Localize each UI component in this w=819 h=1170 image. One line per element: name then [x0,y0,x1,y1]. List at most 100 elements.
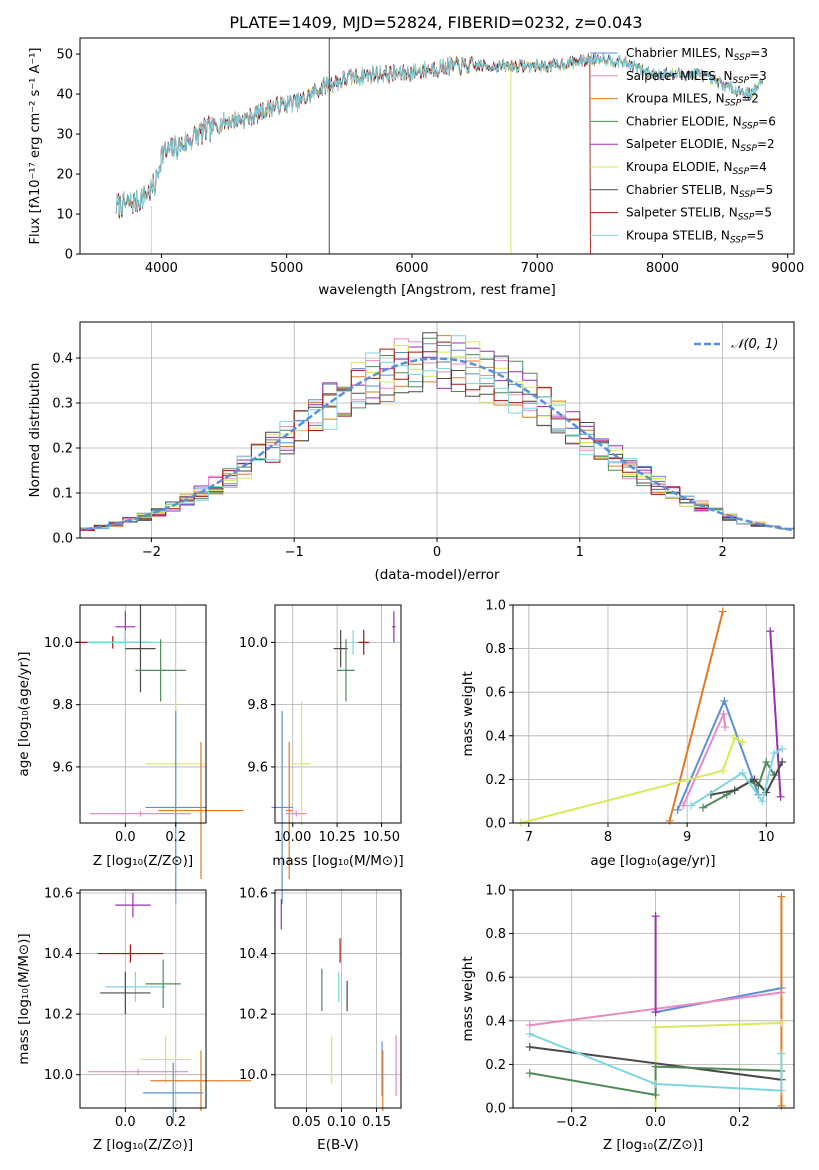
mass-vs-ebv-frame [274,889,402,1109]
weight-line [520,736,743,824]
figure-title: PLATE=1409, MJD=52824, FIBERID=0232, z=0… [229,13,642,32]
weight-vs-age-panel: 7 8 9 10 0.0 0.2 0.4 0.6 0.8 1.0 age [log₁₀(age/y… [460,599,795,869]
y-tick-label: 0.1 [52,487,73,502]
legend-label: Kroupa MILES, NSSP=2 [626,92,759,109]
y-tick-label: 40 [56,88,73,103]
y-tick-label: 10.0 [44,636,73,651]
x-tick-label: 0.2 [165,830,186,845]
age-vs-z-frame [79,604,207,824]
y-tick-label: 10.6 [44,887,73,902]
x-tick-label: 0.15 [362,1115,391,1130]
y-tick-label: 0.4 [52,352,73,367]
y-tick-label: 0.8 [485,642,506,657]
weight-vs-z-ylabel: mass weight [460,956,476,1041]
x-tick-label: 4000 [145,261,178,276]
y-tick-label: 9.8 [247,698,268,713]
x-tick-label: 7 [525,830,533,845]
mass-vs-z-points [87,893,252,1124]
y-tick-label: 0.6 [485,686,506,701]
spectrum-xlabel: wavelength [Angstrom, rest frame] [318,282,556,298]
weight-vs-z-lines [525,892,786,1112]
mass-vs-z-xlabel: Z [log₁₀(Z/Z⊙)] [93,1137,193,1153]
x-tick-label: 0.0 [115,830,136,845]
x-tick-label: 0.10 [327,1115,356,1130]
x-tick-label: 1 [576,545,584,560]
weight-vs-age-ticks: 7 8 9 10 0.0 0.2 0.4 0.6 0.8 1.0 [485,599,774,846]
legend-label: Kroupa STELIB, NSSP=5 [626,228,764,245]
y-tick-label: 10.0 [44,1068,73,1083]
weight-line [702,759,776,809]
x-tick-label: −1 [285,545,304,560]
spectrum-ylabel: Flux [fλ10⁻¹⁷ erg cm⁻² s⁻¹ A⁻¹] [28,48,43,245]
spectrum-panel: 4000 5000 6000 7000 8000 9000 0 10 20 30 40 50 wave… [28,37,804,298]
age-vs-mass-ticks: 10.00 10.25 10.50 9.6 9.8 10.0 [239,636,400,845]
gaussian-curve [80,357,794,532]
age-vs-z-ticks: 0.0 0.2 9.6 9.8 10.0 [44,636,186,845]
y-tick-label: 0.4 [485,729,506,744]
weight-line [682,710,727,807]
spectrum-ticks: 4000 5000 6000 7000 8000 9000 0 10 20 30 40 50 [56,48,804,277]
mass-vs-ebv-points [280,899,397,1112]
age-vs-mass-xlabel: mass [log₁₀(M/M⊙)] [272,853,403,869]
y-tick-label: 9.8 [52,698,73,713]
y-tick-label: 10.2 [239,1008,268,1023]
y-tick-label: 0.6 [485,971,506,986]
spectrum-legend: Chabrier MILES, NSSP=3 Salpeter MILES, NS… [590,46,776,245]
y-tick-label: 0.0 [485,1102,506,1117]
x-tick-label: 0.0 [115,1115,136,1130]
x-tick-label: 0.0 [645,1115,666,1130]
legend-label: Kroupa ELODIE, NSSP=4 [626,160,767,177]
x-tick-label: 0.2 [729,1115,750,1130]
spectrum-lines [115,38,764,254]
age-vs-z-grid [80,605,206,823]
legend-label: Salpeter ELODIE, NSSP=2 [626,137,775,154]
x-tick-label: 0 [433,545,441,560]
x-tick-label: 5000 [270,261,303,276]
legend-label: Chabrier STELIB, NSSP=5 [626,183,773,200]
weight-vs-z-xlabel: Z [log₁₀(Z/Z⊙)] [603,1137,703,1153]
age-vs-mass-frame [274,604,402,824]
y-tick-label: 0.8 [485,927,506,942]
spectrum-frame [79,37,795,255]
y-tick-label: 9.6 [52,760,73,775]
residuals-histograms [80,332,794,533]
weight-vs-z-ticks: −0.2 0.0 0.2 0.0 0.2 0.4 0.6 0.8 1.0 [485,884,750,1131]
gauss-legend-label: 𝒩(0, 1) [731,337,778,352]
y-tick-label: 0.4 [485,1014,506,1029]
weight-vs-age-xlabel: age [log₁₀(age/yr)] [590,853,715,869]
y-tick-label: 9.6 [247,760,268,775]
y-tick-label: 0.2 [485,1058,506,1073]
y-tick-label: 10.4 [44,947,73,962]
x-tick-label: 9 [683,830,691,845]
y-tick-label: 0.0 [485,817,506,832]
mass-vs-ebv-xlabel: E(B-V) [317,1137,359,1153]
age-vs-z-xlabel: Z [log₁₀(Z/Z⊙)] [93,853,193,869]
weight-vs-age-ylabel: mass weight [460,671,476,756]
x-tick-label: 10.50 [363,830,400,845]
x-tick-label: 6000 [395,261,428,276]
weight-vs-z-frame [512,889,795,1109]
weight-vs-age-frame [512,604,795,824]
age-vs-z-points [74,605,244,904]
x-tick-label: 10.00 [274,830,311,845]
mass-vs-z-panel: 0.0 0.2 10.0 10.2 10.4 10.6 Z [log₁₀(Z/Z⊙)] m… [16,887,252,1153]
x-tick-label: 10 [758,830,775,845]
legend-label: Chabrier ELODIE, NSSP=6 [626,114,776,131]
mass-vs-z-grid [80,890,206,1108]
legend-label: Salpeter STELIB, NSSP=5 [626,206,772,223]
y-tick-label: 10 [56,208,73,223]
histogram-step [80,335,794,533]
y-tick-label: 10.0 [239,1068,268,1083]
x-tick-label: 10.25 [319,830,356,845]
y-tick-label: 10.2 [44,1008,73,1023]
spectrum-line [115,53,763,216]
y-tick-label: 10.0 [239,636,268,651]
y-tick-label: 0.0 [52,532,73,547]
mass-vs-ebv-panel: 0.05 0.10 0.15 10.0 10.2 10.4 10.6 E(B-V) [239,887,402,1153]
x-tick-label: −2 [142,545,161,560]
y-tick-label: 0.2 [52,442,73,457]
x-tick-label: −0.2 [556,1115,588,1130]
residuals-panel: −2 −1 0 1 2 0.0 0.1 0.2 0.3 0.4 (data-model)/erro… [27,321,795,583]
residuals-ylabel: Normed distribution [27,363,43,498]
